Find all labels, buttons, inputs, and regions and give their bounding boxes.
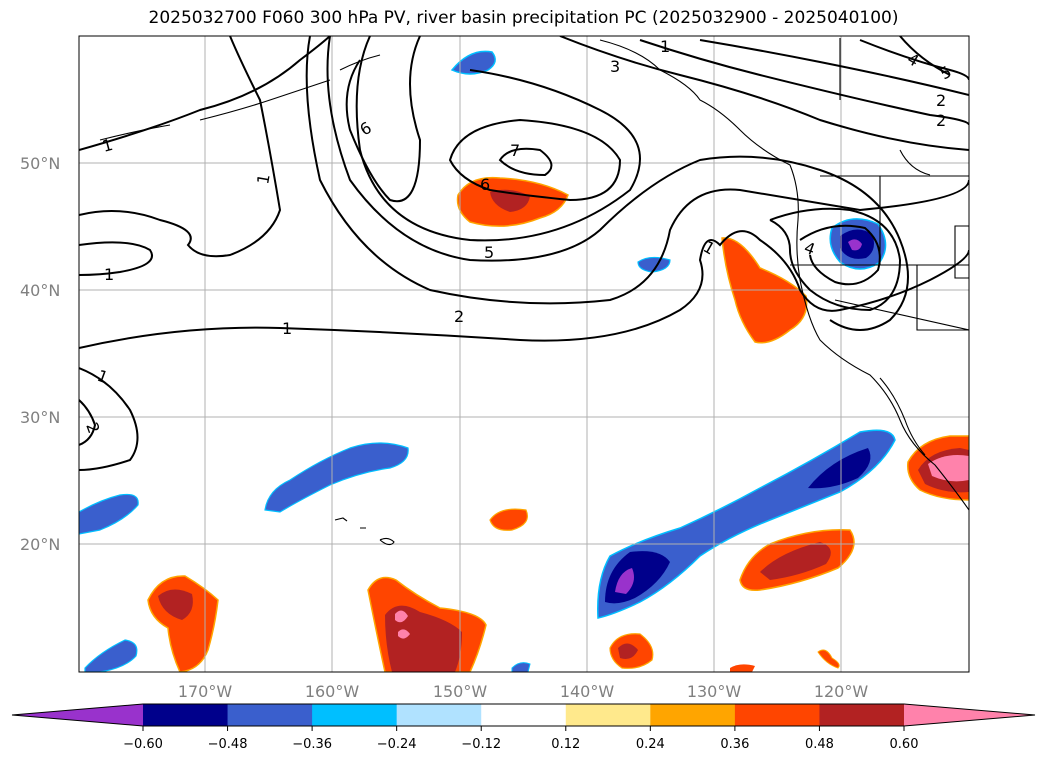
colorbar-extend-low (12, 704, 143, 726)
contour-label: 5 (484, 243, 494, 262)
contour-label: 7 (510, 141, 520, 160)
contour-label: 1 (282, 319, 292, 338)
contour-label: 1 (253, 172, 273, 185)
colorbar-tick-label: 0.24 (636, 737, 665, 752)
lon-labels: 170°W 160°W 150°W 140°W 130°W 120°W (178, 682, 869, 701)
colorbar-segment (819, 704, 905, 726)
colorbar-tick-label: −0.48 (208, 737, 248, 752)
contour-label: 2 (936, 91, 946, 110)
colorbar: −0.60 −0.48 −0.36 −0.24 −0.12 0.12 0.24 0.36 0.4… (11, 703, 1036, 752)
contour-label: 1 (660, 37, 670, 56)
colorbar-tick-label: −0.24 (377, 737, 417, 752)
colorbar-segment (143, 704, 229, 726)
contour-label: 1 (100, 135, 115, 156)
contour-label: 2 (454, 307, 464, 326)
lon-label-130w: 130°W (687, 682, 742, 701)
precip-fill-layer (79, 50, 969, 672)
lon-label-120w: 120°W (814, 682, 869, 701)
lon-label-160w: 160°W (305, 682, 360, 701)
colorbar-tick-label: 0.36 (720, 737, 749, 752)
lon-label-170w: 170°W (178, 682, 233, 701)
lon-label-150w: 150°W (433, 682, 488, 701)
colorbar-segment (396, 704, 482, 726)
colorbar-segment (227, 704, 313, 726)
colorbar-extend-high (904, 704, 1035, 726)
contour-label: 1 (104, 265, 114, 284)
map-title: 2025032700 F060 300 hPa PV, river basin … (148, 8, 899, 28)
lat-label-20n: 20°N (20, 535, 60, 554)
lat-label-50n: 50°N (20, 154, 60, 173)
lat-label-40n: 40°N (20, 281, 60, 300)
colorbar-segment (650, 704, 736, 726)
colorbar-tick-label: 0.60 (890, 737, 919, 752)
colorbar-tick-label: 0.48 (805, 737, 834, 752)
contour-label: 2 (936, 111, 946, 130)
contour-label: 6 (480, 175, 490, 194)
lon-label-140w: 140°W (560, 682, 615, 701)
colorbar-segment (565, 704, 651, 726)
gridlines (79, 36, 969, 672)
map-frame (78, 35, 970, 673)
contour-label: 3 (610, 57, 620, 76)
colorbar-tick-label: 0.12 (551, 737, 580, 752)
lat-labels: 50°N 40°N 30°N 20°N (20, 154, 60, 554)
colorbar-tick-label: −0.36 (292, 737, 332, 752)
colorbar-tick-label: −0.12 (461, 737, 501, 752)
colorbar-segment (312, 704, 398, 726)
pv-contours (79, 36, 969, 471)
lat-label-30n: 30°N (20, 408, 60, 427)
colorbar-segment (481, 704, 567, 726)
colorbar-tick-label: −0.60 (123, 737, 163, 752)
colorbar-segment (734, 704, 820, 726)
